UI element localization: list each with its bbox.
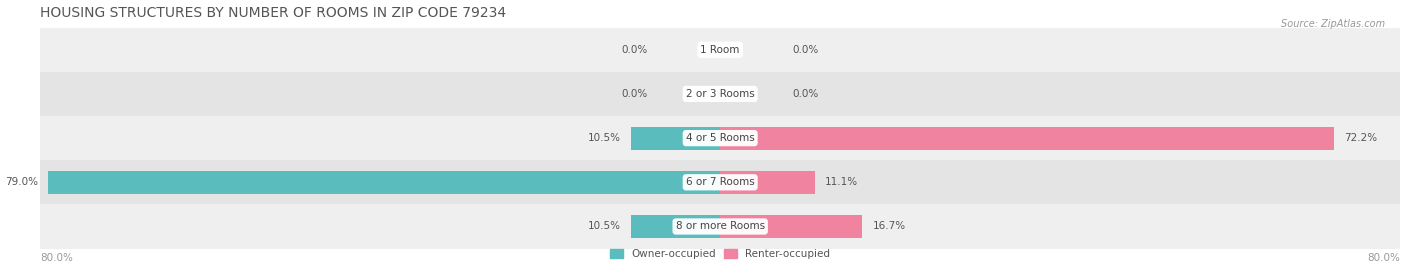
Text: 0.0%: 0.0% xyxy=(621,45,648,55)
Text: 6 or 7 Rooms: 6 or 7 Rooms xyxy=(686,177,755,187)
Text: 1 Room: 1 Room xyxy=(700,45,740,55)
Text: 0.0%: 0.0% xyxy=(793,45,818,55)
Bar xyxy=(39,72,1400,116)
Text: 10.5%: 10.5% xyxy=(588,221,620,232)
Text: 0.0%: 0.0% xyxy=(621,89,648,99)
Bar xyxy=(720,127,1334,150)
Bar xyxy=(631,215,720,238)
Text: 11.1%: 11.1% xyxy=(825,177,858,187)
Text: Source: ZipAtlas.com: Source: ZipAtlas.com xyxy=(1281,19,1385,29)
Bar xyxy=(720,171,814,194)
Text: 16.7%: 16.7% xyxy=(872,221,905,232)
Text: 10.5%: 10.5% xyxy=(588,133,620,143)
Bar xyxy=(48,171,720,194)
Bar xyxy=(631,127,720,150)
Legend: Owner-occupied, Renter-occupied: Owner-occupied, Renter-occupied xyxy=(609,247,832,261)
Text: 72.2%: 72.2% xyxy=(1344,133,1378,143)
Text: 0.0%: 0.0% xyxy=(793,89,818,99)
Text: 4 or 5 Rooms: 4 or 5 Rooms xyxy=(686,133,755,143)
Bar xyxy=(39,204,1400,249)
Bar xyxy=(39,28,1400,72)
Bar xyxy=(39,160,1400,204)
Text: 79.0%: 79.0% xyxy=(6,177,38,187)
Text: 8 or more Rooms: 8 or more Rooms xyxy=(676,221,765,232)
Text: HOUSING STRUCTURES BY NUMBER OF ROOMS IN ZIP CODE 79234: HOUSING STRUCTURES BY NUMBER OF ROOMS IN… xyxy=(39,6,506,20)
Bar xyxy=(39,116,1400,160)
Bar xyxy=(720,215,862,238)
Text: 2 or 3 Rooms: 2 or 3 Rooms xyxy=(686,89,755,99)
